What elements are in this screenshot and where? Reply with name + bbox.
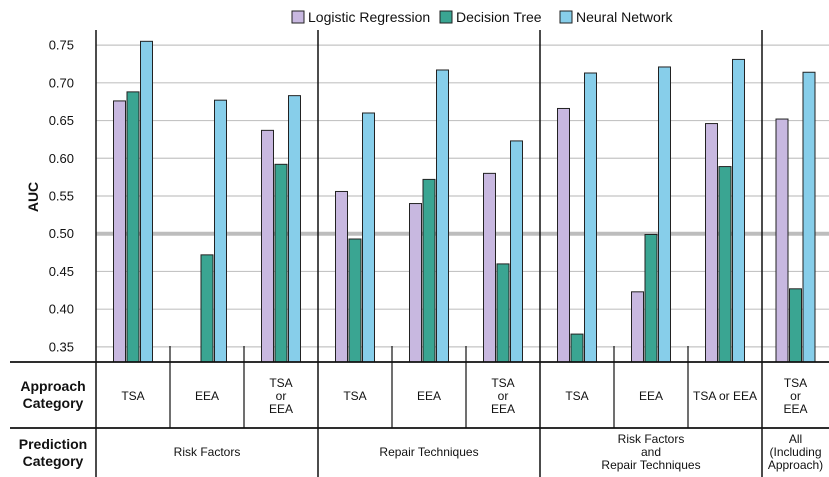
prediction-category-label: Approach) xyxy=(768,458,823,472)
y-tick-label: 0.65 xyxy=(49,113,74,128)
y-tick-label: 0.45 xyxy=(49,264,74,279)
prediction-category-label: Repair Techniques xyxy=(601,458,700,472)
approach-category-label: or xyxy=(498,389,509,403)
legend-label: Decision Tree xyxy=(456,9,542,25)
bar xyxy=(362,112,375,363)
y-tick-label: 0.60 xyxy=(49,151,74,166)
bar xyxy=(126,91,140,363)
bar xyxy=(705,123,718,363)
bar xyxy=(658,66,671,363)
bars xyxy=(113,40,816,363)
bar xyxy=(214,99,227,363)
prediction-category-label: Risk Factors xyxy=(618,432,685,446)
bar xyxy=(631,291,644,363)
bar xyxy=(557,107,570,363)
approach-category-label: TSA xyxy=(269,376,292,390)
approach-category-label: TSA xyxy=(121,389,144,403)
legend-label: Neural Network xyxy=(576,9,673,25)
approach-category-label: EEA xyxy=(491,402,515,416)
bar xyxy=(140,40,153,363)
bar xyxy=(436,69,449,363)
prediction-category-label: All xyxy=(789,432,802,446)
bar xyxy=(348,238,362,363)
bar xyxy=(288,95,301,363)
legend-swatch xyxy=(291,10,305,24)
legend: Logistic Regression Decision Tree Neural N… xyxy=(291,9,673,25)
bar xyxy=(510,140,523,363)
bar xyxy=(335,190,348,363)
bar xyxy=(496,263,510,363)
bar xyxy=(732,58,745,363)
bar xyxy=(644,233,658,363)
approach-category-label: TSA or EEA xyxy=(693,389,757,403)
prediction-category-label: Risk Factors xyxy=(174,445,241,459)
bar xyxy=(718,166,732,363)
y-tick-label: 0.70 xyxy=(49,75,74,90)
bar xyxy=(274,163,288,363)
legend-label: Logistic Regression xyxy=(308,9,430,25)
approach-category-label: EEA xyxy=(195,389,219,403)
approach-category-label: EEA xyxy=(269,402,293,416)
legend-swatch xyxy=(439,10,453,24)
approach-category-label: EEA xyxy=(783,402,807,416)
prediction-category-label: (Including xyxy=(769,445,821,459)
bar xyxy=(789,288,802,363)
bar xyxy=(570,333,584,363)
bar xyxy=(483,172,496,363)
legend-swatch xyxy=(559,10,573,24)
y-tick-label: 0.35 xyxy=(49,339,74,354)
axes: 0.35 0.40 0.45 0.50 0.55 0.60 0.65 0.70 0.75 xyxy=(49,30,763,362)
bar xyxy=(409,203,422,363)
approach-category-label: TSA xyxy=(491,376,514,390)
y-tick-label: 0.55 xyxy=(49,189,74,204)
approach-category-label: EEA xyxy=(417,389,441,403)
approach-category-label: TSA xyxy=(565,389,588,403)
y-tick-label: 0.40 xyxy=(49,302,74,317)
bar xyxy=(802,71,816,363)
approach-category-label: TSA xyxy=(343,389,366,403)
bar xyxy=(422,178,436,363)
prediction-header: Category xyxy=(23,453,84,469)
prediction-category-label: and xyxy=(641,445,661,459)
bar xyxy=(200,254,214,363)
prediction-header: Prediction xyxy=(19,436,87,452)
bar xyxy=(113,100,126,363)
approach-header: Category xyxy=(23,395,84,411)
y-tick-label: 0.50 xyxy=(49,226,74,241)
approach-category-label: TSA xyxy=(784,376,807,390)
bar xyxy=(584,72,597,363)
approach-header: Approach xyxy=(20,378,85,394)
prediction-category-label: Repair Techniques xyxy=(379,445,478,459)
y-axis-label: AUC xyxy=(25,182,41,212)
bar xyxy=(775,118,789,363)
bar xyxy=(261,129,274,363)
approach-category-label: or xyxy=(276,389,287,403)
approach-category-label: EEA xyxy=(639,389,663,403)
y-tick-label: 0.75 xyxy=(49,38,74,53)
approach-category-label: or xyxy=(790,389,801,403)
